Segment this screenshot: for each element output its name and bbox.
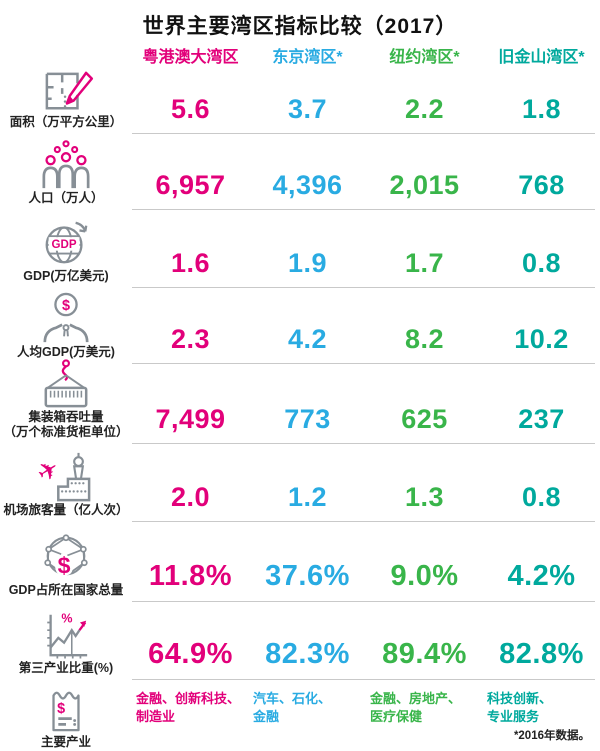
- value-tertiary-tokyo: 82.3%: [265, 638, 350, 670]
- value-industries-sanfrancisco: 科技创新、 专业服务: [487, 691, 553, 725]
- svg-text:%: %: [61, 612, 72, 626]
- row-label: 第三产业比重(%): [18, 661, 114, 676]
- value-area-tokyo: 3.7: [287, 94, 328, 124]
- population-icon: [35, 138, 97, 190]
- svg-text:$: $: [62, 298, 70, 314]
- value-population-newyork: 2,015: [389, 170, 460, 200]
- value-airport-newyork: 1.3: [404, 482, 445, 512]
- table-row-area: 面积（万平方公里） 5.6 3.7 2.2 1.8: [0, 68, 600, 134]
- row-label: 集装箱吞吐量 （万个标准货柜单位）: [3, 409, 129, 440]
- table-row-main-industries: $ 主要产业 金融、创新科技、 制造业 汽车、石化、 金融 金融、房地产、 医疗…: [0, 680, 600, 751]
- svg-text:$: $: [57, 701, 65, 717]
- area-icon: [35, 70, 97, 114]
- svg-text:GDP: GDP: [52, 239, 77, 251]
- value-gdpshare-newyork: 9.0%: [390, 560, 459, 592]
- value-gdpshare-tokyo: 37.6%: [265, 560, 350, 592]
- row-label: 主要产业: [40, 735, 91, 750]
- value-area-newyork: 2.2: [404, 94, 445, 124]
- column-header-row: 粤港澳大湾区 东京湾区* 纽约湾区* 旧金山湾区*: [0, 42, 600, 68]
- page-title: 世界主要湾区指标比较（2017）: [142, 15, 458, 38]
- table-row-tertiary-share: % 第三产业比重(%) 64.9% 82.3% 89.4% 82.8%: [0, 602, 600, 680]
- value-tertiary-guangdong: 64.9%: [148, 638, 233, 670]
- airport-passengers-icon: ✈: [32, 450, 97, 502]
- value-industries-newyork: 金融、房地产、 医疗保健: [370, 691, 462, 725]
- row-divider: [132, 521, 595, 522]
- table-row-container-throughput: 集装箱吞吐量 （万个标准货柜单位） 7,499 773 625 237: [0, 359, 600, 444]
- row-label: GDP(万亿美元): [23, 269, 109, 284]
- value-population-guangdong: 6,957: [155, 170, 226, 200]
- row-divider: [132, 287, 595, 288]
- value-population-tokyo: 4,396: [272, 170, 343, 200]
- value-container-tokyo: 773: [284, 404, 331, 434]
- value-gdp-newyork: 1.7: [404, 248, 445, 278]
- row-divider: [132, 209, 595, 210]
- value-tertiary-sanfrancisco: 82.8%: [499, 638, 584, 670]
- value-tertiary-newyork: 89.4%: [382, 638, 467, 670]
- column-header-guangdong: 粤港澳大湾区: [142, 49, 239, 66]
- value-container-guangdong: 7,499: [155, 404, 226, 434]
- row-divider: [132, 443, 595, 444]
- value-area-sanfrancisco: 1.8: [521, 94, 562, 124]
- value-gdppc-sanfrancisco: 10.2: [514, 324, 569, 354]
- table-row-airport-passengers: ✈ 机场旅客量（亿人次） 2.0 1.2 1.3 0.8: [0, 444, 600, 522]
- footnote: *2016年数据。: [513, 730, 590, 742]
- container-throughput-icon: [35, 359, 97, 409]
- row-label: GDP占所在国家总量: [8, 583, 124, 598]
- table-row-gdp-per-capita: $ 人均GDP(万美元) 2.3 4.2 8.2 10.2: [0, 288, 600, 364]
- row-label: 面积（万平方公里）: [9, 115, 123, 130]
- row-label: 人口（万人）: [28, 191, 104, 206]
- value-airport-guangdong: 2.0: [170, 482, 211, 512]
- table-row-gdp-share: $ GDP占所在国家总量 11.8% 37.6% 9.0% 4.2%: [0, 522, 600, 602]
- row-divider: [132, 133, 595, 134]
- value-area-guangdong: 5.6: [170, 94, 211, 124]
- tertiary-industry-icon: %: [35, 610, 97, 660]
- value-gdppc-newyork: 8.2: [404, 324, 445, 354]
- table-row-population: 人口（万人） 6,957 4,396 2,015 768: [0, 134, 600, 210]
- value-container-sanfrancisco: 237: [518, 404, 565, 434]
- value-gdpshare-sanfrancisco: 4.2%: [507, 560, 576, 592]
- column-header-tokyo: 东京湾区*: [272, 49, 343, 66]
- value-industries-guangdong: 金融、创新科技、 制造业: [136, 691, 241, 725]
- row-divider: [132, 363, 595, 364]
- row-label: 机场旅客量（亿人次）: [3, 503, 129, 518]
- value-gdp-sanfrancisco: 0.8: [521, 248, 562, 278]
- value-industries-tokyo: 汽车、石化、 金融: [253, 691, 332, 725]
- svg-text:$: $: [58, 553, 71, 579]
- column-header-sanfrancisco: 旧金山湾区*: [498, 49, 585, 66]
- value-gdppc-guangdong: 2.3: [170, 324, 211, 354]
- value-container-newyork: 625: [401, 404, 448, 434]
- main-industries-icon: $: [35, 686, 97, 734]
- column-header-newyork: 纽约湾区*: [389, 49, 460, 66]
- row-label: 人均GDP(万美元): [17, 345, 115, 360]
- svg-text:✈: ✈: [35, 454, 65, 489]
- row-divider: [132, 601, 595, 602]
- table-row-gdp: GDP GDP(万亿美元) 1.6 1.9 1.7 0.8: [0, 210, 600, 288]
- gdp-per-capita-icon: $: [35, 292, 97, 344]
- value-population-sanfrancisco: 768: [518, 170, 565, 200]
- row-divider: [132, 679, 595, 680]
- gdp-icon: GDP: [35, 216, 97, 268]
- value-gdpshare-guangdong: 11.8%: [148, 560, 233, 592]
- value-gdp-tokyo: 1.9: [287, 248, 328, 278]
- value-airport-tokyo: 1.2: [287, 482, 328, 512]
- value-gdp-guangdong: 1.6: [170, 248, 211, 278]
- gdp-share-icon: $: [35, 530, 97, 582]
- value-airport-sanfrancisco: 0.8: [521, 482, 562, 512]
- value-gdppc-tokyo: 4.2: [287, 324, 328, 354]
